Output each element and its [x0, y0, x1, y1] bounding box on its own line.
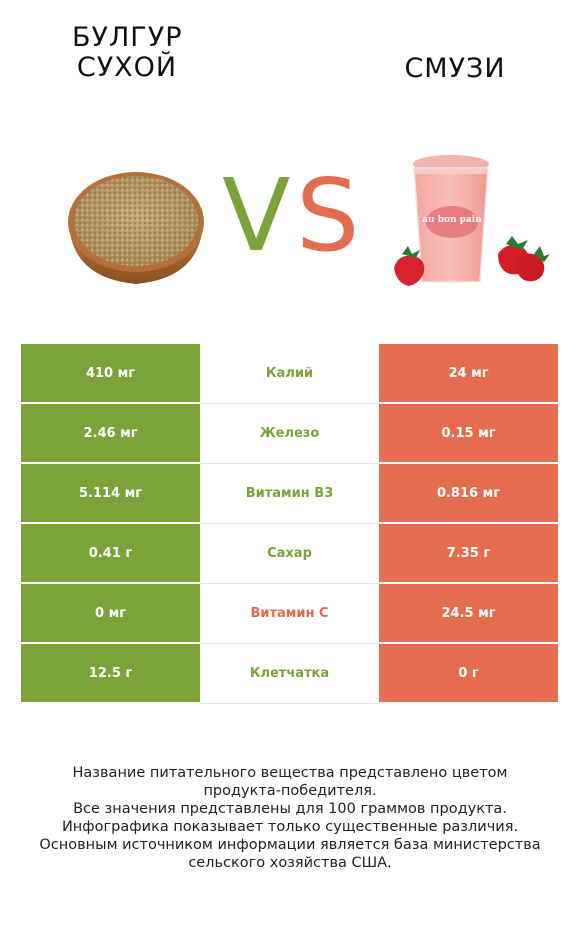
left-value: 0.41 г	[21, 523, 200, 584]
table-row: 5.114 мг Витамин B3 0.816 мг	[21, 463, 558, 524]
footer-line: Основным источником информации является …	[39, 837, 541, 853]
left-value: 2.46 мг	[21, 403, 200, 464]
right-value: 24 мг	[379, 344, 558, 404]
right-value: 0.816 мг	[379, 463, 558, 524]
bulgur-bowl-image	[68, 172, 204, 284]
footer-line: продукта-победителя.	[203, 783, 377, 799]
left-value: 12.5 г	[21, 643, 200, 704]
nutrient-label: Сахар	[200, 523, 379, 584]
left-value: 0 мг	[21, 583, 200, 644]
right-value: 0.15 мг	[379, 403, 558, 464]
vs-letter-s: S	[296, 157, 360, 274]
left-product-title: БУЛГУР СУХОЙ	[72, 23, 182, 83]
footer-note: Название питательного вещества представл…	[20, 764, 560, 872]
cup-brand-text: au bon pain	[422, 215, 482, 225]
nutrient-label: Калий	[200, 344, 379, 404]
footer-line: Название питательного вещества представл…	[72, 765, 508, 781]
left-value: 410 мг	[21, 344, 200, 404]
footer-line: Инфографика показывает только существенн…	[61, 819, 519, 835]
left-title-line2: СУХОЙ	[76, 52, 178, 83]
smoothie-cup-image: au bon pain	[394, 155, 550, 286]
table-row: 0.41 г Сахар 7.35 г	[21, 523, 558, 584]
right-value: 24.5 мг	[379, 583, 558, 644]
table-row: 410 мг Калий 24 мг	[21, 344, 558, 404]
left-value: 5.114 мг	[21, 463, 200, 524]
nutrient-label: Клетчатка	[200, 643, 379, 704]
right-product-title: СМУЗИ	[404, 53, 506, 84]
nutrient-label: Витамин B3	[200, 463, 379, 524]
table-row: 12.5 г Клетчатка 0 г	[21, 643, 558, 704]
left-title-line1: БУЛГУР	[72, 22, 183, 53]
footer-line: сельского хозяйства США.	[188, 855, 392, 871]
right-value: 7.35 г	[379, 523, 558, 584]
nutrient-label: Витамин C	[200, 583, 379, 644]
comparison-table: 410 мг Калий 24 мг 2.46 мг Железо 0.15 м…	[21, 344, 558, 704]
table-row: 2.46 мг Железо 0.15 мг	[21, 403, 558, 464]
right-value: 0 г	[379, 643, 558, 704]
nutrient-label: Железо	[200, 403, 379, 464]
vs-letter-v: V	[222, 157, 291, 274]
table-row: 0 мг Витамин C 24.5 мг	[21, 583, 558, 644]
footer-line: Все значения представлены для 100 граммо…	[73, 801, 507, 817]
